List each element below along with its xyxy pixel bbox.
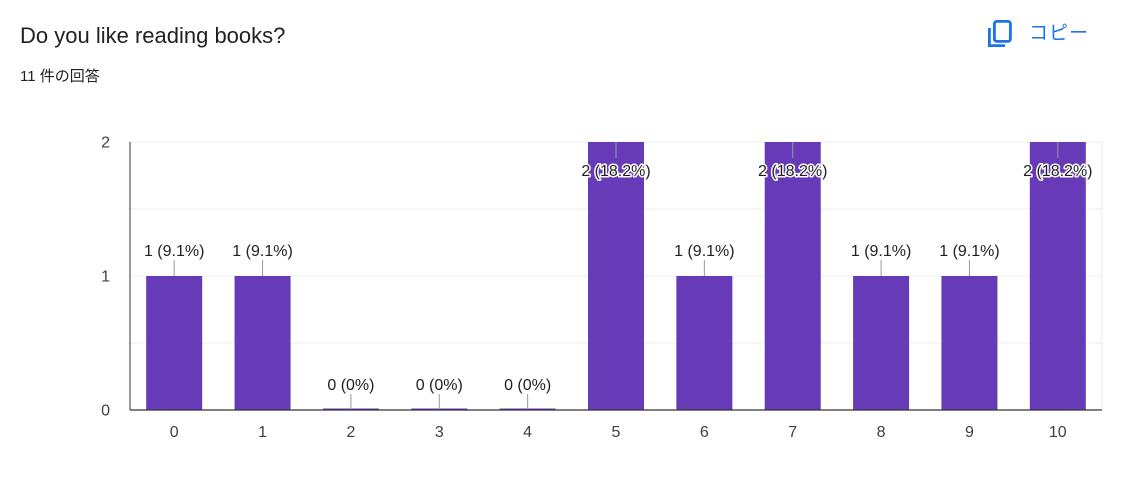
x-tick-label: 2 [346, 424, 355, 441]
bar [588, 142, 644, 410]
data-label: 1 (9.1%) [939, 243, 999, 260]
x-tick-label: 3 [435, 424, 444, 441]
y-tick-label: 2 [101, 135, 110, 152]
x-tick-label: 0 [170, 424, 179, 441]
response-count: 11 件の回答 [20, 68, 100, 85]
data-label: 2 (18.2%) [758, 163, 827, 180]
data-label: 2 (18.2%) [1023, 163, 1092, 180]
question-title: Do you like reading books? [20, 23, 286, 48]
bar [1029, 142, 1086, 410]
data-label: 0 (0%) [416, 377, 463, 394]
y-tick-label: 0 [101, 403, 110, 420]
data-label: 0 (0%) [327, 377, 374, 394]
x-tick-label: 4 [523, 424, 532, 441]
data-label: 0 (0%) [504, 377, 551, 394]
data-label: 2 (18.2%) [581, 163, 650, 180]
bar [764, 142, 821, 410]
bar [853, 276, 910, 410]
x-tick-label: 10 [1049, 424, 1067, 441]
x-tick-label: 6 [700, 424, 709, 441]
x-tick-label: 8 [877, 424, 886, 441]
x-tick-label: 1 [258, 424, 267, 441]
data-label: 1 (9.1%) [232, 243, 292, 260]
copy-button[interactable]: コピー [985, 18, 1089, 50]
x-tick-label: 5 [612, 424, 621, 441]
bar [146, 276, 203, 410]
copy-icon [988, 20, 1012, 47]
x-tick-label: 7 [788, 424, 797, 441]
x-tick-label: 9 [965, 424, 974, 441]
data-label: 1 (9.1%) [144, 243, 204, 260]
bar [941, 276, 998, 410]
bar [676, 276, 733, 410]
bar [234, 276, 291, 410]
copy-label: コピー [1029, 23, 1090, 44]
data-label: 1 (9.1%) [851, 243, 911, 260]
data-label: 1 (9.1%) [674, 243, 734, 260]
y-tick-label: 1 [101, 269, 110, 286]
